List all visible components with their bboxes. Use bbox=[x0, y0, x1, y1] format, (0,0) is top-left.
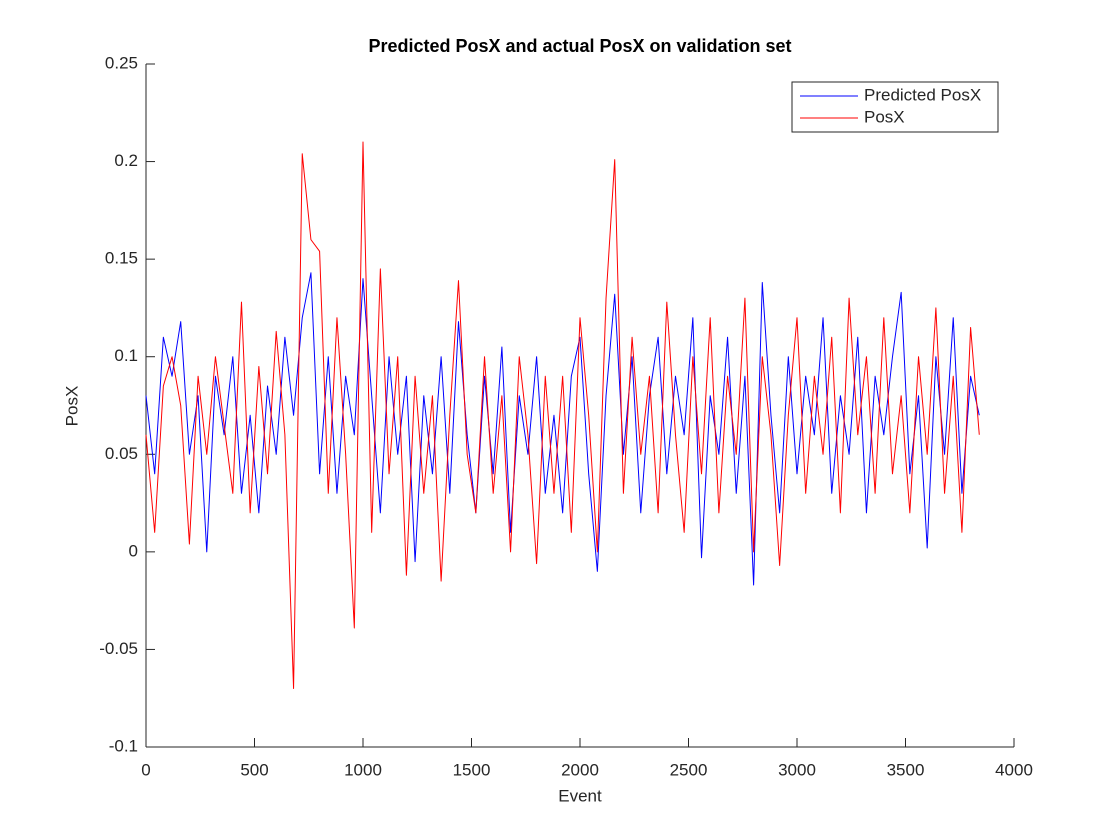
x-tick-label: 2500 bbox=[670, 760, 708, 779]
y-tick-label: -0.05 bbox=[99, 639, 138, 658]
y-tick-label: 0.15 bbox=[105, 249, 138, 268]
y-tick-label: 0.1 bbox=[114, 346, 138, 365]
data-line bbox=[145, 272, 980, 586]
x-tick-label: 4000 bbox=[995, 760, 1033, 779]
x-tick-label: 3500 bbox=[887, 760, 925, 779]
legend-label: Predicted PosX bbox=[864, 85, 981, 104]
x-tick-label: 0 bbox=[141, 760, 150, 779]
x-tick-label: 500 bbox=[240, 760, 268, 779]
y-tick-label: 0 bbox=[129, 541, 138, 560]
y-tick-label: -0.1 bbox=[109, 736, 138, 755]
data-line bbox=[145, 141, 980, 689]
legend-box bbox=[791, 81, 999, 133]
x-tick-label: 3000 bbox=[778, 760, 816, 779]
y-tick-label: 0.25 bbox=[105, 53, 138, 72]
x-axis-label: Event bbox=[558, 786, 602, 805]
x-tick-label: 2000 bbox=[561, 760, 599, 779]
x-tick-label: 1000 bbox=[344, 760, 382, 779]
y-axis-label: PosX bbox=[62, 386, 81, 427]
legend-label: PosX bbox=[864, 107, 905, 126]
x-tick-label: 1500 bbox=[453, 760, 491, 779]
y-tick-label: 0.05 bbox=[105, 444, 138, 463]
chart-title: Predicted PosX and actual PosX on valida… bbox=[368, 36, 791, 56]
y-tick-label: 0.2 bbox=[114, 151, 138, 170]
